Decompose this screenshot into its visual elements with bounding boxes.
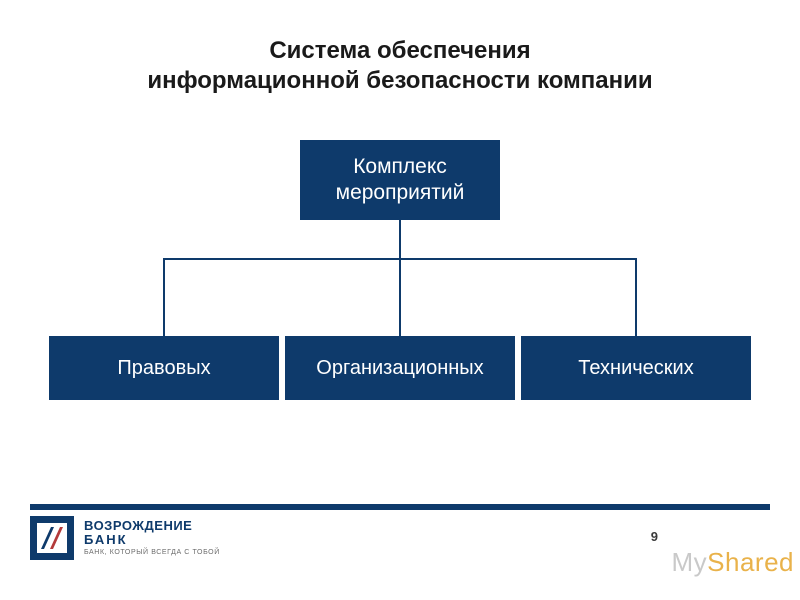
title-line-1: Система обеспечения	[269, 37, 530, 64]
slide: Система обеспечения информационной безоп…	[0, 0, 800, 600]
watermark: MyShared	[671, 547, 794, 578]
child-node-1-label: Организационных	[316, 357, 483, 380]
child-row: Правовых Организационных Технических	[30, 336, 770, 400]
logo-mark-icon	[30, 516, 74, 560]
child-node-2: Технических	[521, 336, 751, 400]
logo-text: ВОЗРОЖДЕНИЕ БАНК БАНК, КОТОРЫЙ ВСЕГДА С …	[84, 519, 220, 557]
logo-brand-line1: ВОЗРОЖДЕНИЕ	[84, 519, 220, 533]
connector-drop-1	[399, 258, 401, 336]
root-node-label: Комплексмероприятий	[336, 154, 465, 207]
child-node-0-label: Правовых	[117, 357, 210, 380]
watermark-part1: My	[671, 547, 707, 577]
org-chart: Комплексмероприятий Правовых Организацио…	[30, 140, 770, 400]
child-node-1: Организационных	[285, 336, 515, 400]
watermark-part2: Shared	[707, 547, 794, 577]
brand-logo: ВОЗРОЖДЕНИЕ БАНК БАНК, КОТОРЫЙ ВСЕГДА С …	[30, 516, 220, 560]
connector-drop-2	[635, 258, 637, 336]
footer-divider	[30, 504, 770, 510]
child-node-0: Правовых	[49, 336, 279, 400]
title-line-2: информационной безопасности компании	[147, 67, 652, 94]
connector-drop-0	[163, 258, 165, 336]
logo-brand-line2: БАНК	[84, 533, 220, 547]
root-node: Комплексмероприятий	[300, 140, 500, 220]
page-title: Система обеспечения информационной безоп…	[0, 36, 800, 96]
connector-stem	[399, 220, 401, 258]
logo-tagline: БАНК, КОТОРЫЙ ВСЕГДА С ТОБОЙ	[84, 549, 220, 557]
child-node-2-label: Технических	[578, 357, 693, 380]
